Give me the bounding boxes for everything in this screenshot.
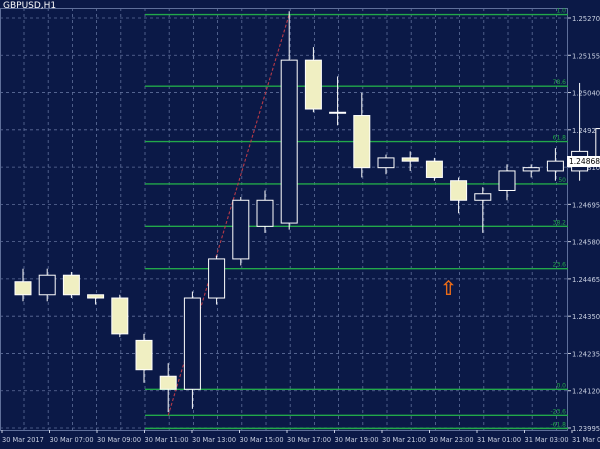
x-tick-label: 30 Mar 11:00 — [145, 436, 189, 444]
candle-body — [62, 274, 80, 296]
fib-level-label: 61.8 — [553, 135, 567, 142]
candle-body — [377, 157, 395, 169]
x-tick-label: 31 Mar 05:00 — [572, 436, 600, 444]
candle-body — [522, 167, 540, 172]
candle-body — [256, 199, 274, 227]
x-tick-label: 30 Mar 23:00 — [430, 436, 474, 444]
candle-body — [304, 59, 322, 110]
y-tick-label: 1.25155 — [572, 52, 600, 60]
y-tick-label: 1.24465 — [572, 276, 600, 284]
y-tick-label: 1.25040 — [572, 90, 600, 98]
candle-body — [595, 128, 600, 159]
x-tick-label: 30 Mar 19:00 — [335, 436, 379, 444]
x-tick-label: 30 Mar 21:00 — [382, 436, 426, 444]
fib-level-label: 0.0 — [556, 382, 566, 389]
x-tick-label: 30 Mar 07:00 — [50, 436, 94, 444]
fib-level-label: 1.0 — [556, 8, 566, 15]
candle-body — [280, 59, 298, 224]
candle-body — [87, 294, 105, 299]
x-tick-label: 30 Mar 17:00 — [287, 436, 331, 444]
fib-level-label: 38.2 — [553, 219, 567, 226]
candle-body — [401, 157, 419, 162]
x-tick-label: 30 Mar 09:00 — [97, 436, 141, 444]
candle-body — [474, 193, 492, 201]
fib-level-label: 78.6 — [553, 79, 567, 86]
y-tick-label: 1.25270 — [572, 15, 600, 23]
y-tick-label: 1.24925 — [572, 127, 600, 135]
x-tick-label: 31 Mar 01:00 — [477, 436, 521, 444]
candle-body — [183, 297, 201, 390]
y-tick-label: 1.24350 — [572, 313, 600, 321]
x-tick-label: 30 Mar 15:00 — [240, 436, 284, 444]
y-tick-label: 1.24695 — [572, 201, 600, 209]
candle-body — [425, 160, 443, 178]
fib-level-label: -23.6 — [550, 408, 566, 415]
x-tick-label: 30 Mar 2017 — [2, 436, 44, 444]
candle-body — [208, 258, 226, 299]
fib-level-label: -61.8 — [550, 421, 566, 428]
fib-level-label: 23.6 — [553, 262, 567, 269]
y-tick-label: 1.24580 — [572, 239, 600, 247]
y-tick-label: 1.23995 — [572, 425, 600, 433]
current-price-label: 1.24868 — [567, 156, 600, 167]
candle-body — [38, 274, 56, 296]
candle-body — [232, 199, 250, 260]
x-tick-label: 30 Mar 13:00 — [192, 436, 236, 444]
candle-body — [353, 115, 371, 169]
candle-body — [498, 170, 516, 191]
x-tick-label: 31 Mar 03:00 — [525, 436, 569, 444]
candle-body — [111, 297, 129, 335]
candle-body — [135, 339, 153, 371]
symbol-label: GBPUSD,H1 — [3, 1, 57, 11]
y-tick-label: 1.24235 — [572, 350, 600, 358]
buy-arrow-icon[interactable]: ⇧ — [440, 276, 457, 300]
candle-body — [450, 180, 468, 201]
candle-body — [14, 281, 32, 296]
candle-body — [329, 111, 347, 114]
candle-body — [546, 160, 564, 172]
candle-body — [159, 375, 177, 390]
plot-frame — [0, 8, 568, 431]
y-tick-label: 1.24120 — [572, 388, 600, 396]
fib-level-label: 50 — [558, 177, 566, 184]
